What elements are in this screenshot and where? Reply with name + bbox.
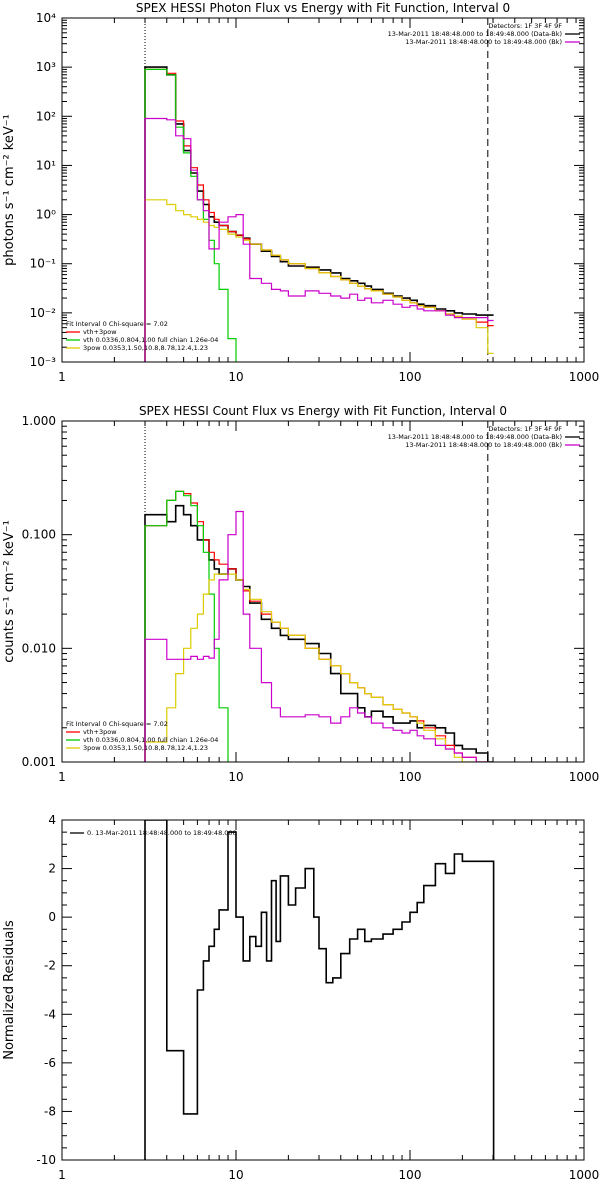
y-axis-label: Normalized Residuals xyxy=(2,920,17,1060)
series-layer xyxy=(144,490,494,762)
y-tick-label: 2 xyxy=(48,862,56,876)
series-line-2 xyxy=(144,490,229,762)
y-axis-label: counts s⁻¹ cm⁻² keV⁻¹ xyxy=(2,520,17,663)
x-tick-label: 1000 xyxy=(569,770,600,784)
legend-text: vth+3pow xyxy=(83,328,117,336)
x-tick-label: 10 xyxy=(228,1168,243,1182)
y-tick-label: 0.100 xyxy=(22,528,56,542)
header-text: 13-Mar-2011 18:48:48.000 to 18:49:48.000… xyxy=(388,30,562,38)
legend-text: Fit Interval 0 Chi-square = 7.02 xyxy=(66,720,168,728)
y-tick-label: 1.000 xyxy=(22,414,56,428)
y-tick-label: 0.010 xyxy=(22,641,56,655)
y-tick-label: 10⁻² xyxy=(30,306,57,320)
series-layer xyxy=(144,66,494,362)
x-tick-label: 100 xyxy=(399,770,422,784)
x-tick-label: 1 xyxy=(58,1168,66,1182)
header-text: Detectors: 1F 3F 4F 9F xyxy=(488,425,562,433)
header-text: 13-Mar-2011 18:48:48.000 to 18:49:48.000… xyxy=(405,38,562,46)
y-tick-label: -2 xyxy=(44,959,56,973)
x-tick-label: 10 xyxy=(228,370,243,384)
plot-frame xyxy=(61,17,585,363)
chart-panel-1: SPEX HESSI Photon Flux vs Energy with Fi… xyxy=(2,1,599,384)
y-tick-label: 0.001 xyxy=(22,755,56,769)
y-tick-label: 10⁰ xyxy=(36,208,56,222)
plot-frame xyxy=(61,420,585,763)
y-tick-label: -8 xyxy=(44,1104,56,1118)
y-tick-label: 10² xyxy=(36,109,56,123)
y-tick-label: 10⁻¹ xyxy=(30,257,57,271)
x-tick-label: 1 xyxy=(58,370,66,384)
series-line-3 xyxy=(144,573,477,762)
legend-text: vth 0.0336,0.804,1.00 full chian 1.26e-0… xyxy=(83,736,218,744)
y-tick-label: 10⁻³ xyxy=(30,355,57,369)
series-line-0 xyxy=(144,504,494,762)
header-text: 13-Mar-2011 18:48:48.000 to 18:49:48.000… xyxy=(388,433,562,441)
legend-text: Fit Interval 0 Chi-square = 7.02 xyxy=(66,320,168,328)
legend-text: vth 0.0336,0.804,1.00 full chian 1.26e-0… xyxy=(83,336,218,344)
y-axis-label: photons s⁻¹ cm⁻² keV⁻¹ xyxy=(2,114,17,266)
chart-title: SPEX HESSI Count Flux vs Energy with Fit… xyxy=(139,404,507,418)
chart-title: SPEX HESSI Photon Flux vs Energy with Fi… xyxy=(136,1,510,15)
x-tick-label: 100 xyxy=(399,370,422,384)
series-line-0 xyxy=(144,820,495,1160)
series-line-4 xyxy=(144,510,489,762)
series-layer xyxy=(144,820,495,1160)
plot-frame xyxy=(61,819,585,1161)
legend-text: vth+3pow xyxy=(83,728,117,736)
header-text: 13-Mar-2011 18:48:48.000 to 18:49:48.000… xyxy=(405,441,562,449)
legend-text: 3pow 0.0353,1.50,10.8,8.78,12.4,1.23 xyxy=(83,344,208,352)
chart-panel-2: SPEX HESSI Count Flux vs Energy with Fit… xyxy=(2,404,599,784)
x-tick-label: 1 xyxy=(58,770,66,784)
series-line-4 xyxy=(144,117,494,362)
y-tick-label: 0 xyxy=(48,910,56,924)
y-tick-label: 10³ xyxy=(36,60,56,74)
x-tick-label: 100 xyxy=(399,1168,422,1182)
y-tick-label: 10⁴ xyxy=(36,11,56,25)
x-tick-label: 1000 xyxy=(569,1168,600,1182)
x-tick-label: 10 xyxy=(228,770,243,784)
y-tick-label: -10 xyxy=(36,1153,56,1167)
y-tick-label: -6 xyxy=(44,1056,56,1070)
x-tick-label: 1000 xyxy=(569,370,600,384)
series-line-3 xyxy=(144,199,494,362)
legend-text: 0. 13-Mar-2011 18:48:48.000 to 18:49:48.… xyxy=(87,829,237,837)
y-tick-label: -4 xyxy=(44,1007,56,1021)
y-tick-label: 10¹ xyxy=(36,158,56,172)
legend-text: 3pow 0.0353,1.50,10.8,8.78,12.4,1.23 xyxy=(83,744,208,752)
chart-panel-3: 1 10 100 1000 -10 -8 -6 -4 -2 0 2 4 Normalized Resid… xyxy=(2,813,599,1182)
y-tick-label: 4 xyxy=(48,813,56,827)
header-text: Detectors: 1F 3F 4F 9F xyxy=(488,22,562,30)
